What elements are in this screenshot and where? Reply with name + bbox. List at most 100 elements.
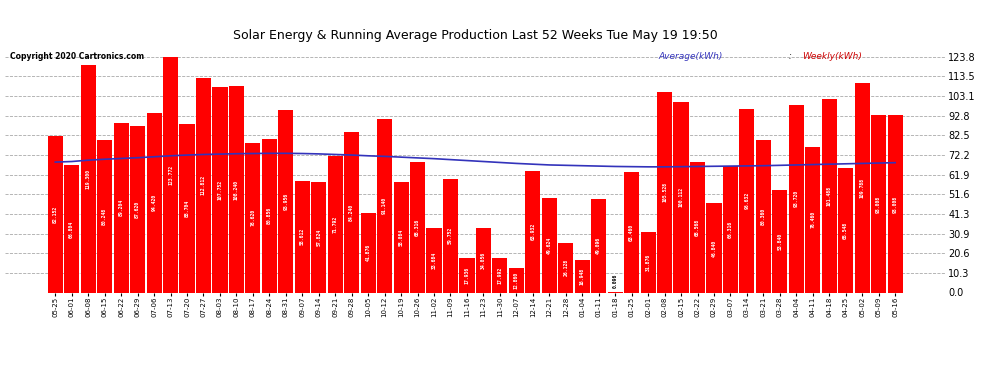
Bar xyxy=(229,86,244,292)
Text: 53.840: 53.840 xyxy=(777,232,782,250)
Bar xyxy=(459,258,474,292)
Text: 26.128: 26.128 xyxy=(563,259,568,276)
Text: 123.772: 123.772 xyxy=(168,165,173,185)
Text: 33.684: 33.684 xyxy=(432,252,437,269)
Text: Weekly(kWh): Weekly(kWh) xyxy=(803,53,862,62)
Bar xyxy=(48,136,62,292)
Bar xyxy=(492,258,508,292)
Bar xyxy=(772,190,787,292)
Text: 12.860: 12.860 xyxy=(514,272,519,289)
Text: 76.460: 76.460 xyxy=(810,211,816,228)
Bar xyxy=(641,232,655,292)
Bar xyxy=(97,140,112,292)
Text: 71.792: 71.792 xyxy=(333,216,338,233)
Text: 96.632: 96.632 xyxy=(744,192,749,209)
Text: Copyright 2020 Cartronics.com: Copyright 2020 Cartronics.com xyxy=(10,53,144,62)
Bar xyxy=(509,268,524,292)
Text: 17.936: 17.936 xyxy=(464,267,469,284)
Text: 109.788: 109.788 xyxy=(859,178,864,198)
Text: 91.140: 91.140 xyxy=(382,197,387,214)
Bar xyxy=(740,108,754,292)
Text: 80.856: 80.856 xyxy=(267,207,272,224)
Text: 105.528: 105.528 xyxy=(662,182,667,202)
Bar xyxy=(345,132,359,292)
Text: 65.548: 65.548 xyxy=(843,222,848,239)
Text: 95.956: 95.956 xyxy=(283,192,288,210)
Bar xyxy=(179,124,195,292)
Bar xyxy=(673,102,689,292)
Bar xyxy=(526,171,541,292)
Bar xyxy=(755,140,771,292)
Text: 68.568: 68.568 xyxy=(695,219,700,236)
Bar xyxy=(723,166,738,292)
Bar xyxy=(871,116,886,292)
Bar xyxy=(163,57,178,292)
Bar xyxy=(295,181,310,292)
Bar xyxy=(789,105,804,292)
Bar xyxy=(542,198,557,292)
Text: 31.876: 31.876 xyxy=(645,254,650,271)
Text: 101.488: 101.488 xyxy=(827,186,832,206)
Text: 63.932: 63.932 xyxy=(531,223,536,240)
Text: 80.360: 80.360 xyxy=(761,207,766,225)
Bar xyxy=(476,228,491,292)
Bar xyxy=(246,143,260,292)
Bar xyxy=(805,147,821,292)
Text: 98.720: 98.720 xyxy=(794,190,799,207)
Text: :: : xyxy=(786,53,794,62)
Bar xyxy=(147,113,161,292)
Bar xyxy=(707,203,722,292)
Text: 82.152: 82.152 xyxy=(52,206,57,223)
Text: 84.240: 84.240 xyxy=(349,204,354,221)
Bar xyxy=(64,165,79,292)
Bar xyxy=(377,119,392,292)
Text: 89.204: 89.204 xyxy=(119,199,124,216)
Bar xyxy=(690,162,705,292)
Text: 100.112: 100.112 xyxy=(678,187,683,207)
Text: 112.812: 112.812 xyxy=(201,175,206,195)
Text: 66.804: 66.804 xyxy=(69,220,74,237)
Text: 107.752: 107.752 xyxy=(218,180,223,200)
Bar xyxy=(278,110,293,292)
Text: 88.704: 88.704 xyxy=(184,200,189,217)
Text: 94.420: 94.420 xyxy=(151,194,156,211)
Text: 87.620: 87.620 xyxy=(135,201,141,218)
Bar xyxy=(80,65,96,292)
Text: 93.008: 93.008 xyxy=(893,195,898,213)
Bar xyxy=(360,213,376,292)
Bar xyxy=(657,92,672,292)
Bar xyxy=(393,182,409,292)
Bar xyxy=(443,179,458,292)
Text: 41.876: 41.876 xyxy=(365,244,370,261)
Text: 58.084: 58.084 xyxy=(399,229,404,246)
Bar xyxy=(213,87,228,292)
Text: 108.240: 108.240 xyxy=(234,179,239,200)
Text: 46.840: 46.840 xyxy=(712,239,717,256)
Bar xyxy=(624,172,640,292)
Bar xyxy=(839,168,853,292)
Text: 80.248: 80.248 xyxy=(102,207,107,225)
Text: 57.824: 57.824 xyxy=(316,229,322,246)
Bar xyxy=(854,84,870,292)
Bar xyxy=(196,78,211,292)
Bar xyxy=(261,139,277,292)
Bar xyxy=(328,156,343,292)
Bar xyxy=(311,182,327,292)
Text: 49.624: 49.624 xyxy=(546,237,551,254)
Text: 68.316: 68.316 xyxy=(415,219,420,236)
Text: 93.008: 93.008 xyxy=(876,195,881,213)
Text: 16.948: 16.948 xyxy=(580,268,585,285)
Bar xyxy=(591,199,606,292)
Title: Solar Energy & Running Average Production Last 52 Weeks Tue May 19 19:50: Solar Energy & Running Average Productio… xyxy=(233,30,718,42)
Text: 59.752: 59.752 xyxy=(448,227,453,244)
Text: 0.096: 0.096 xyxy=(613,273,618,288)
Bar xyxy=(410,162,425,292)
Text: Average(kWh): Average(kWh) xyxy=(658,53,723,62)
Bar xyxy=(822,99,837,292)
Text: 66.316: 66.316 xyxy=(728,221,733,238)
Bar xyxy=(558,243,573,292)
Text: 63.460: 63.460 xyxy=(629,224,635,241)
Text: 34.056: 34.056 xyxy=(481,252,486,269)
Text: 58.612: 58.612 xyxy=(300,228,305,245)
Text: 49.096: 49.096 xyxy=(596,237,601,254)
